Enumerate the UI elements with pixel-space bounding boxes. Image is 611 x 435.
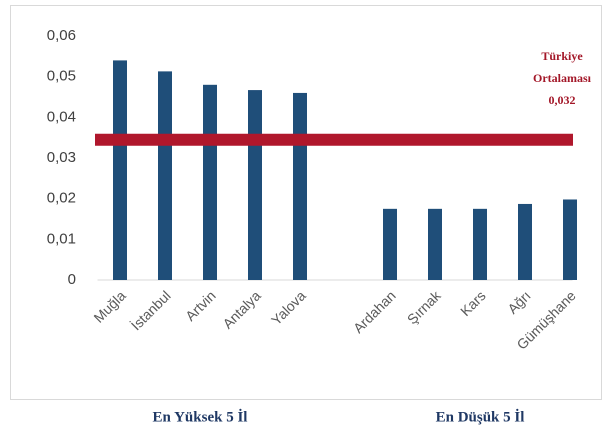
y-tick-label: 0,06 xyxy=(47,27,76,44)
x-tick-label: Yalova xyxy=(268,287,309,328)
bar xyxy=(113,60,127,281)
bar xyxy=(428,208,442,280)
x-tick-label: Muğla xyxy=(90,287,128,325)
y-tick-label: 0,05 xyxy=(47,68,76,85)
annotation: Türkiye xyxy=(541,49,583,63)
bar xyxy=(473,208,487,280)
bar xyxy=(203,84,217,280)
x-tick-label: Ardahan xyxy=(350,287,399,336)
bar xyxy=(158,71,172,280)
annotation: 0,032 xyxy=(549,93,576,107)
x-tick-label: İstanbul xyxy=(127,287,174,334)
y-tick-label: 0,03 xyxy=(47,149,76,166)
x-tick-label: Şırnak xyxy=(404,287,445,328)
x-tick-label: Artvin xyxy=(182,287,219,324)
bar xyxy=(518,203,532,280)
bar xyxy=(248,90,262,280)
y-tick-label: 0,04 xyxy=(47,108,76,125)
y-tick-label: 0 xyxy=(68,271,76,288)
bar xyxy=(563,199,577,280)
y-tick-label: 0,02 xyxy=(47,190,76,207)
annotation: Ortalaması xyxy=(533,71,592,85)
x-tick-label: Ağrı xyxy=(504,287,533,316)
x-tick-label: Kars xyxy=(457,287,489,319)
bar xyxy=(383,208,397,280)
group-label: En Düşük 5 İl xyxy=(436,408,525,425)
y-tick-label: 0,01 xyxy=(47,230,76,247)
chart-frame xyxy=(10,5,602,400)
group-label: En Yüksek 5 İl xyxy=(153,408,248,425)
bar xyxy=(293,92,307,280)
x-tick-label: Antalya xyxy=(219,287,263,331)
